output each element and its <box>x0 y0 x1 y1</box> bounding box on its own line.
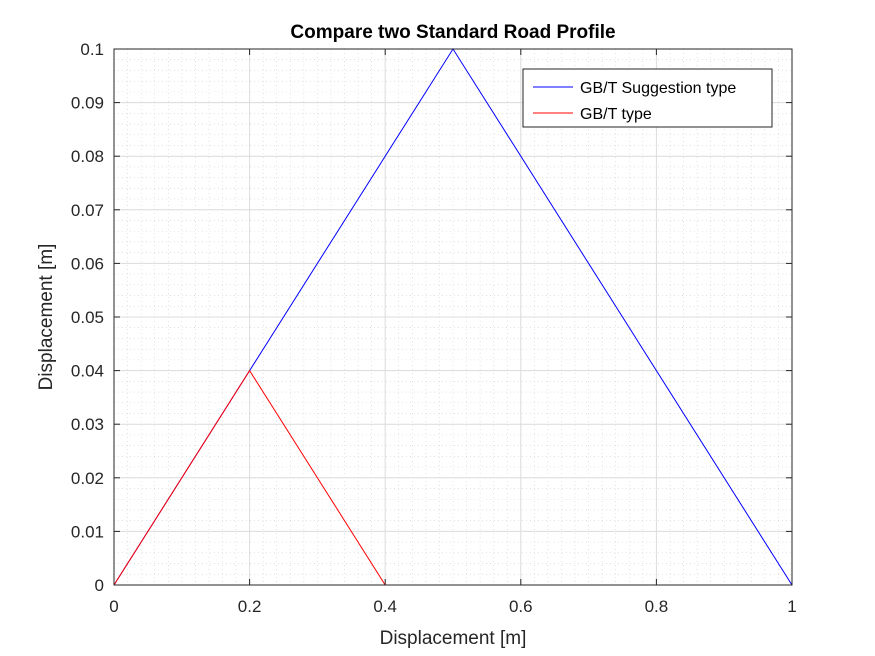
y-tick-label: 0.05 <box>71 308 104 327</box>
x-tick-labels: 0 0.2 0.4 0.6 0.8 1 <box>109 597 796 616</box>
y-tick-label: 0.1 <box>80 40 104 59</box>
x-tick-label: 0.2 <box>238 597 262 616</box>
y-tick-label: 0.08 <box>71 147 104 166</box>
y-axis-label: Displacement [m] <box>36 244 57 391</box>
y-tick-labels: 0 0.01 0.02 0.03 0.04 0.05 0.06 0.07 0.08 0.09 0.1 <box>71 40 104 595</box>
x-tick-label: 0.6 <box>509 597 533 616</box>
y-tick-label: 0.04 <box>71 362 104 381</box>
y-tick-label: 0.06 <box>71 254 104 273</box>
y-tick-label: 0.03 <box>71 415 104 434</box>
y-tick-label: 0 <box>95 576 104 595</box>
x-axis-label: Displacement [m] <box>380 628 527 649</box>
legend-label-gbt-suggestion-type: GB/T Suggestion type <box>580 80 736 97</box>
legend-box <box>522 68 773 128</box>
x-tick-label: 0 <box>109 597 118 616</box>
legend: GB/T Suggestion type GB/T type <box>522 68 773 128</box>
x-tick-label: 0.4 <box>373 597 397 616</box>
y-tick-label: 0.07 <box>71 201 104 220</box>
legend-label-gbt-type: GB/T type <box>580 106 652 123</box>
y-tick-label: 0.01 <box>71 522 104 541</box>
y-tick-label: 0.09 <box>71 94 104 113</box>
x-tick-label: 0.8 <box>645 597 669 616</box>
y-tick-label: 0.02 <box>71 469 104 488</box>
axis-ticks <box>113 48 793 586</box>
chart-title: Compare two Standard Road Profile <box>290 22 615 43</box>
x-tick-label: 1 <box>787 597 796 616</box>
